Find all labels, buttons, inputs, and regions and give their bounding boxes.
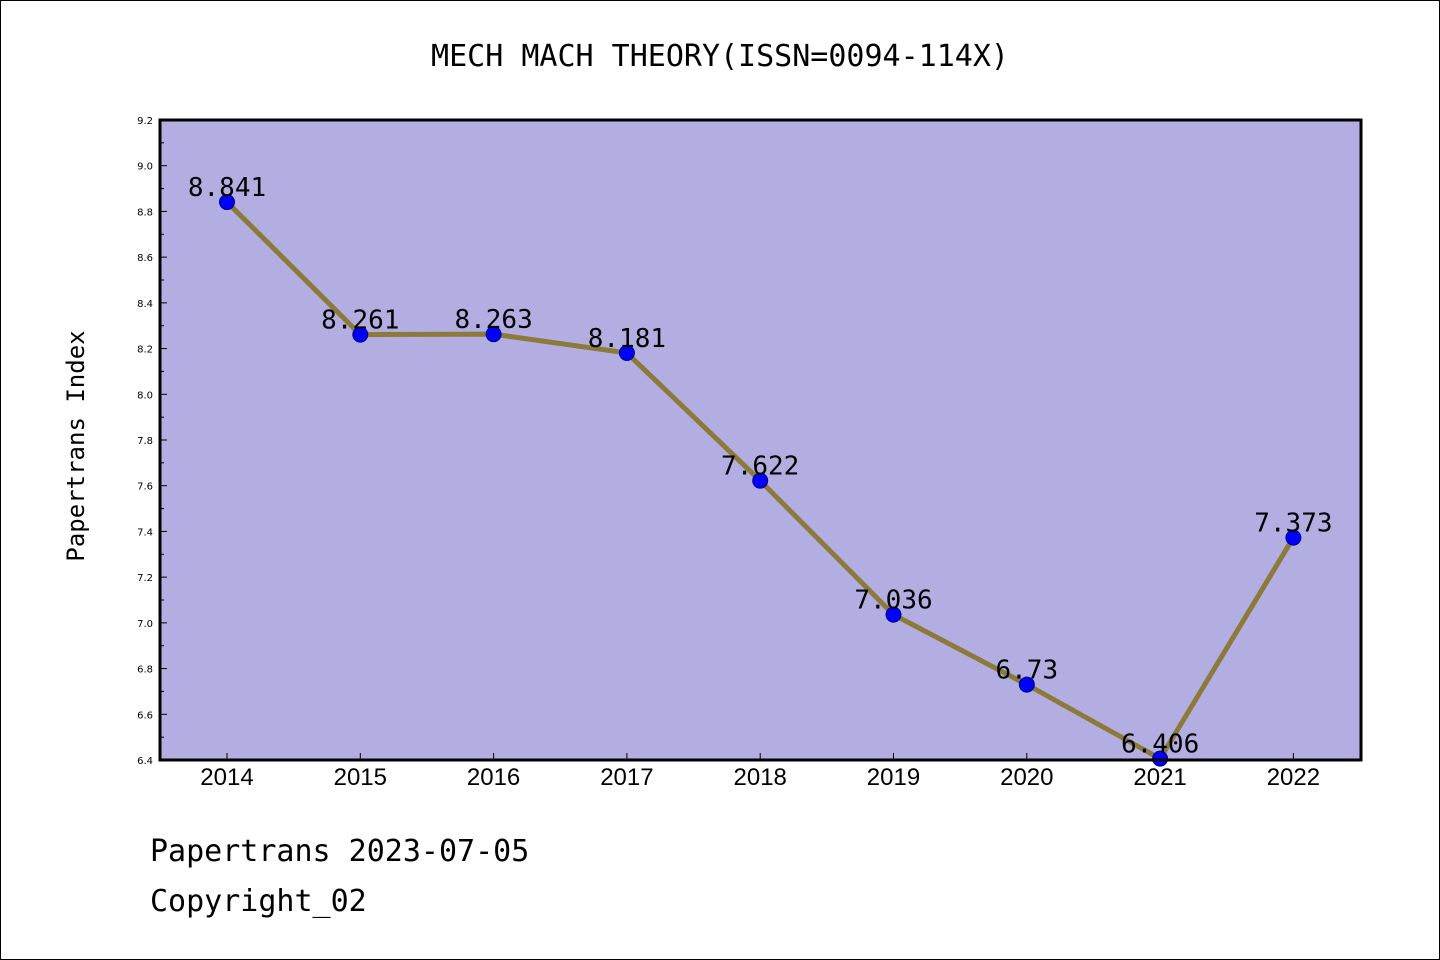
plot-area: [160, 120, 1361, 760]
data-label: 8.181: [588, 324, 666, 354]
data-point-marker: [752, 472, 769, 489]
data-point-marker: [1285, 529, 1302, 546]
data-label: 8.261: [321, 306, 399, 336]
x-tick-label: 2016: [467, 764, 520, 791]
data-label: 7.036: [854, 586, 932, 616]
y-tick-label: 7.0: [137, 619, 153, 630]
x-tick-label: 2018: [734, 764, 787, 791]
data-label: 8.841: [188, 173, 266, 203]
y-axis-label: Papertrans Index: [62, 330, 90, 561]
footer-date: Papertrans 2023-07-05: [150, 834, 530, 869]
y-axis-ticks: 6.4 6.6 6.8 7.0 7.2 7.4 7.6 7.8 8.0 8.2 8.4 8.6 8.8 9…: [137, 116, 167, 767]
y-tick-label: 9.0: [137, 162, 153, 173]
y-tick-label: 7.2: [137, 573, 153, 584]
y-tick-label: 8.8: [137, 207, 153, 218]
footer-copyright: Copyright_02: [150, 884, 367, 919]
y-tick-label: 9.2: [137, 116, 153, 127]
data-point-marker: [618, 344, 635, 361]
y-tick-label: 7.8: [137, 436, 153, 447]
y-tick-label: 8.4: [137, 299, 153, 310]
data-label: 7.373: [1254, 509, 1332, 539]
x-tick-label: 2020: [1000, 764, 1053, 791]
chart-title: MECH MACH THEORY(ISSN=0094-114X): [431, 39, 1009, 74]
data-point-marker: [485, 326, 502, 343]
data-markers: [219, 194, 1302, 767]
data-label: 6.73: [995, 656, 1058, 686]
y-tick-label: 8.6: [137, 253, 153, 264]
plot-border: [158, 118, 1363, 762]
x-tick-label: 2017: [600, 764, 653, 791]
data-label: 7.622: [721, 452, 799, 482]
y-tick-label: 6.6: [137, 710, 153, 721]
y-tick-label: 6.8: [137, 665, 153, 676]
y-tick-label: 7.6: [137, 482, 153, 493]
x-tick-label: 2014: [200, 764, 253, 791]
y-tick-label: 7.4: [137, 527, 153, 538]
x-tick-label: 2022: [1267, 764, 1320, 791]
y-tick-label: 8.0: [137, 390, 153, 401]
x-tick-label: 2021: [1133, 764, 1186, 791]
data-label: 8.263: [454, 305, 532, 335]
data-label: 6.406: [1121, 730, 1199, 760]
x-tick-label: 2019: [867, 764, 920, 791]
data-labels: 8.841 8.261 8.263 8.181 7.622 7.036 6.73 6.406 7…: [188, 173, 1333, 760]
data-point-marker: [352, 326, 369, 343]
x-tick-label: 2015: [334, 764, 387, 791]
y-tick-label: 6.4: [137, 756, 153, 767]
data-point-marker: [219, 194, 235, 211]
data-point-marker: [885, 606, 902, 623]
data-point-marker: [1018, 676, 1035, 693]
y-tick-label: 8.2: [137, 345, 153, 356]
x-axis-ticks: 2014 2015 2016 2017 2018 2019 2020 2021 2022: [200, 753, 1320, 791]
